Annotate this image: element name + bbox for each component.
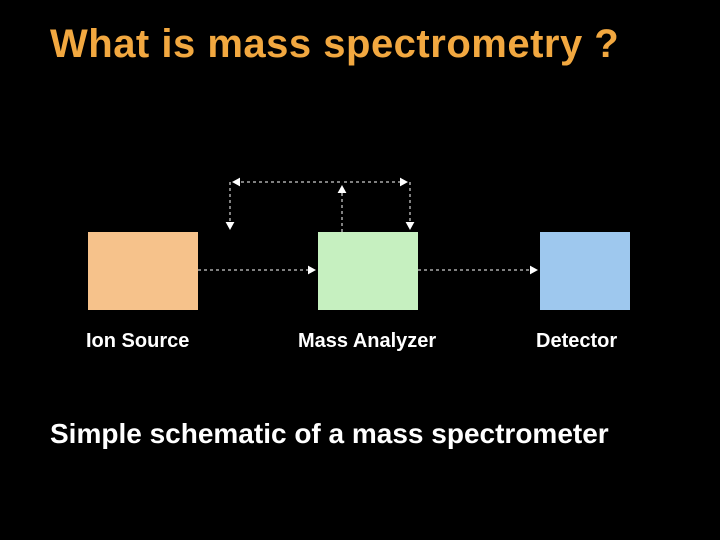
arrow-feedback-det-up: [406, 182, 415, 230]
arrow-feedback-analyzer-up: [338, 185, 347, 232]
label-mass-analyzer: Mass Analyzer: [298, 330, 436, 353]
box-ion-source: [88, 232, 198, 310]
slide-caption: Simple schematic of a mass spectrometer: [50, 418, 609, 450]
arrow-analyzer-down-in: [226, 182, 235, 230]
label-detector: Detector: [536, 330, 617, 353]
arrow-analyzer-to-det: [418, 266, 538, 275]
slide-title: What is mass spectrometry ?: [50, 22, 619, 67]
arrow-src-to-analyzer: [198, 266, 316, 275]
label-ion-source: Ion Source: [86, 330, 189, 353]
box-detector: [540, 232, 630, 310]
box-mass-analyzer: [318, 232, 418, 310]
arrow-analyzer-top-back: [232, 178, 340, 187]
arrow-feedback-top-h: [344, 178, 408, 187]
